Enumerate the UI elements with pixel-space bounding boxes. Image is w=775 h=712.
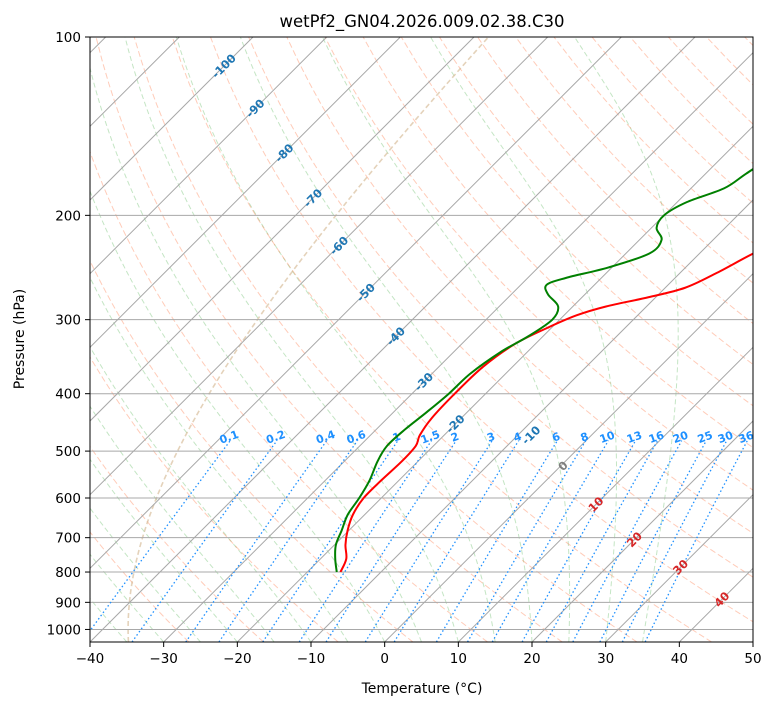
y-tick-label: 300 (55, 313, 81, 329)
y-tick-label: 100 (55, 30, 81, 46)
x-axis-label: Temperature (°C) (361, 681, 483, 697)
y-tick-label: 200 (55, 208, 81, 224)
y-tick-label: 1000 (47, 622, 81, 638)
x-tick-label: −40 (76, 651, 105, 667)
y-tick-label: 400 (55, 387, 81, 403)
x-tick-label: 20 (523, 651, 540, 667)
x-tick-label: 50 (744, 651, 761, 667)
x-tick-label: 0 (380, 651, 389, 667)
y-tick-label: 900 (55, 595, 81, 611)
x-tick-label: −10 (297, 651, 326, 667)
x-tick-label: 30 (597, 651, 614, 667)
y-tick-label: 600 (55, 491, 81, 507)
y-tick-label: 700 (55, 531, 81, 547)
y-tick-label: 800 (55, 565, 81, 581)
x-tick-label: 40 (671, 651, 688, 667)
x-tick-label: −20 (223, 651, 252, 667)
x-tick-label: −30 (149, 651, 178, 667)
y-tick-label: 500 (55, 444, 81, 460)
y-axis-label: Pressure (hPa) (12, 289, 28, 389)
x-tick-label: 10 (450, 651, 467, 667)
chart-title: wetPf2_GN04.2026.009.02.38.C30 (280, 12, 565, 32)
